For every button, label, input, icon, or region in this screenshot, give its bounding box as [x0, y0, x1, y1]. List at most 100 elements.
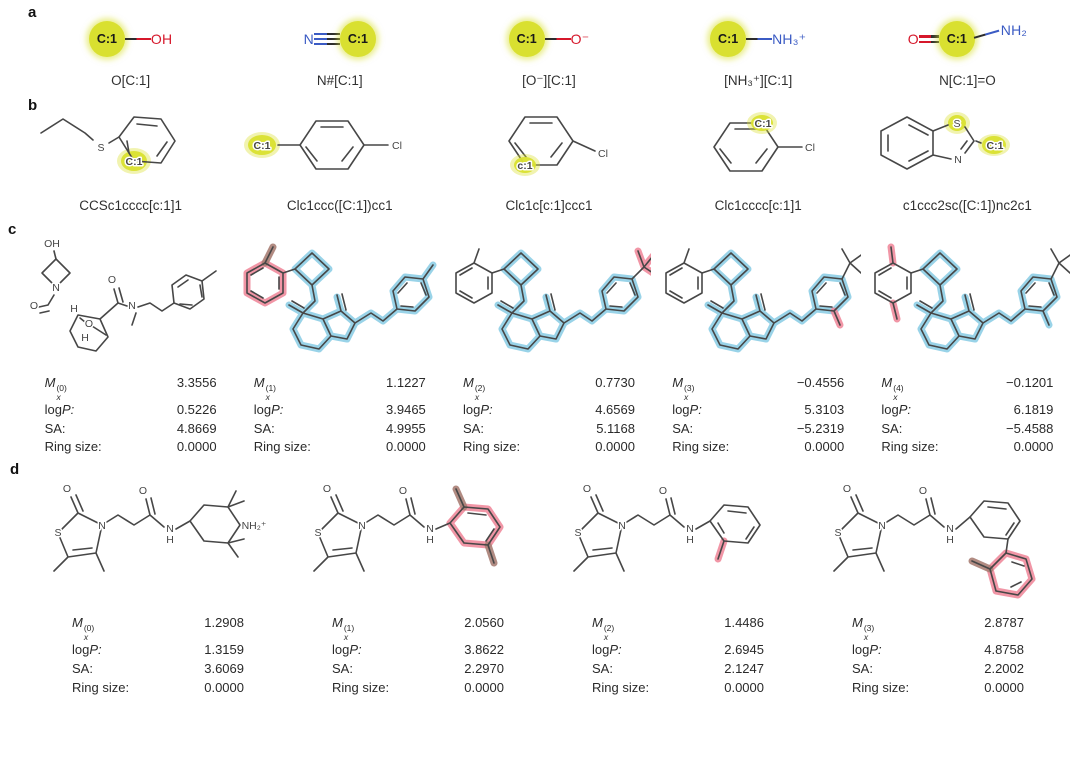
sa-label: SA:: [592, 660, 613, 676]
piperidinium-label: NH₂⁺: [242, 520, 267, 532]
m-row: M (4) x −0.1201: [881, 374, 1053, 401]
logp-label: logP:: [72, 642, 102, 658]
sa-label: SA:: [253, 420, 275, 436]
molecule-structure-c2: [455, 247, 652, 353]
property-table: M (3) x 2.8787 logP: 4.8758 SA: 2.2002 Rin…: [852, 614, 1024, 697]
nitrogen-label: N: [358, 520, 366, 532]
sa-value: 4.8669: [176, 420, 217, 436]
smiles-label: CCSc1cccc[c:1]1: [79, 198, 182, 213]
nitrogen-label: N: [303, 31, 314, 47]
m-label: M (0) x: [44, 375, 67, 402]
ring-value: 0.0000: [804, 439, 845, 455]
logp-value: 1.3159: [204, 642, 244, 658]
m-label: M (3) x: [852, 615, 875, 642]
smiles-label: N#[C:1]: [316, 73, 363, 88]
m-row: M (2) x 1.4486: [592, 614, 764, 641]
ring-value: 0.0000: [464, 679, 504, 695]
m-row: M (3) x −0.4556: [672, 374, 844, 401]
logp-row: logP: 2.6945: [592, 641, 764, 660]
fragment-cell: C:1 OH O[C:1]: [26, 8, 235, 89]
logp-label: logP:: [881, 402, 912, 417]
smiles-label: c1ccc2sc([C:1])nc2c1: [902, 198, 1032, 213]
panel-b-label: b: [28, 97, 38, 114]
m-row: M (2) x 0.7730: [463, 374, 635, 401]
ammonium-label: NH₃⁺: [772, 30, 807, 47]
molecule-cell: M (4) x −0.1201 logP: 6.1819 SA: −5.4588 R…: [863, 223, 1072, 457]
sa-row: SA: 3.6069: [72, 660, 244, 679]
panel-d: d S O N O N H NH₂⁺ M (0) x: [0, 461, 1080, 697]
sa-label: SA:: [672, 420, 694, 436]
amide-n-label: N: [946, 523, 954, 535]
molecule-cell: S O N O N H M (3) x 2.8787: [808, 461, 1068, 697]
panel-c: c OH N O O H H O N: [0, 221, 1080, 457]
panel-a: a C:1 OH O[C:1] N C:1 N#[C:1]: [0, 0, 1080, 89]
property-table: M (2) x 1.4486 logP: 2.6945 SA: 2.1247 Rin…: [592, 614, 764, 697]
molecule-cell: OH N O O H H O N: [26, 223, 235, 457]
ring-value: 0.0000: [724, 679, 764, 695]
molecule-cell: S C:1 CCSc1cccc[c:1]1: [26, 99, 235, 213]
molecule-structure-d3: S O N O N H: [833, 482, 1036, 599]
smiles-label: N[C:1]=O: [939, 73, 996, 88]
amide-h-label: H: [946, 534, 954, 546]
molecule-structure-c4: [874, 243, 1070, 353]
ring-label: Ring size:: [332, 679, 390, 695]
single-bond: [746, 37, 773, 41]
sa-row: SA: 4.9955: [254, 420, 426, 439]
ring-value: 0.0000: [595, 439, 635, 455]
molecule-structure-b5: S N C:1: [880, 112, 1011, 170]
property-table: M (4) x −0.1201 logP: 6.1819 SA: −5.4588 R…: [881, 374, 1053, 457]
logp-row: logP: 4.6569: [463, 401, 635, 420]
sa-row: SA: 2.2002: [852, 660, 1024, 679]
ring-value: 0.0000: [1013, 439, 1054, 455]
logp-row: logP: 3.8622: [332, 641, 504, 660]
fragment-structure: N C:1: [304, 8, 376, 70]
sa-value: 3.6069: [204, 660, 244, 676]
sa-label: SA:: [852, 660, 873, 676]
oxygen-label: O: [139, 485, 147, 497]
ring-value: 0.0000: [386, 439, 426, 455]
logp-label: logP:: [672, 402, 702, 417]
nitrogen-label: N: [52, 282, 60, 294]
logp-label: logP:: [592, 642, 622, 658]
amide-h-label: H: [686, 534, 694, 546]
sa-row: SA: 2.1247: [592, 660, 764, 679]
sa-row: SA: −5.2319: [672, 420, 844, 439]
ring-row: Ring size: 0.0000: [592, 679, 764, 698]
sa-label: SA:: [462, 420, 484, 436]
fragment-cell: C:1 NH₃⁺ [NH₃⁺][C:1]: [654, 8, 863, 89]
oxygen-label: O: [399, 485, 407, 497]
sulfur-label: S: [954, 118, 961, 130]
highlighted-atom: C:1: [710, 21, 747, 57]
sa-value: 2.2002: [984, 660, 1024, 676]
m-value: 1.2908: [204, 615, 244, 631]
m-value: 2.8787: [984, 615, 1024, 631]
logp-row: logP: 5.3103: [672, 401, 844, 420]
logp-label: logP:: [332, 642, 362, 658]
logp-value: 4.6569: [595, 402, 635, 417]
logp-value: 3.8622: [464, 642, 504, 658]
molecule-cell: c:1 Cl Clc1c[c:1]ccc1: [444, 99, 653, 213]
highlighted-atom: C:1: [339, 21, 376, 57]
chlorine-label: Cl: [598, 148, 608, 160]
logp-value: 0.5226: [176, 402, 217, 417]
m-row: M (3) x 2.8787: [852, 614, 1024, 641]
sa-value: 2.1247: [724, 660, 764, 676]
smiles-label: Clc1cccc[c:1]1: [714, 198, 802, 213]
m-label: M (1) x: [332, 615, 355, 642]
m-label: M (0) x: [72, 615, 95, 642]
m-value: 1.4486: [724, 615, 764, 631]
nitrogen-label: N: [128, 300, 136, 312]
oxide-label: O⁻: [570, 30, 590, 47]
m-row: M (1) x 2.0560: [332, 614, 504, 641]
smiles-label: Clc1c[c:1]ccc1: [505, 198, 593, 213]
logp-value: 4.8758: [984, 642, 1024, 658]
ring-label: Ring size:: [672, 439, 730, 455]
oxygen-label: O: [30, 300, 38, 312]
sulfur-label: S: [97, 142, 104, 154]
amide-n-label: N: [686, 523, 694, 535]
molecule-cell: S N C:1 c1ccc2sc([C:1])nc2c1: [863, 99, 1072, 213]
panel-a-label: a: [28, 4, 37, 21]
mapped-atom-label: C:1: [987, 140, 1004, 152]
chlorine-label: Cl: [392, 140, 402, 152]
